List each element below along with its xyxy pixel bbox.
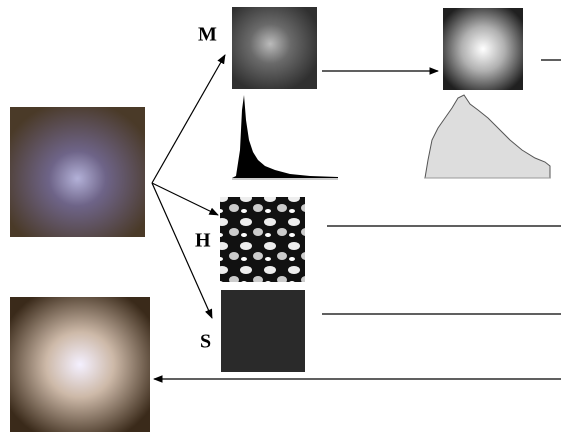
histogram-before bbox=[232, 95, 338, 180]
connectors bbox=[151, 54, 561, 383]
s-label: S bbox=[200, 331, 211, 353]
histogram-after bbox=[424, 94, 551, 179]
m-image bbox=[232, 7, 317, 89]
enhanced-image bbox=[10, 297, 150, 432]
original-image bbox=[10, 107, 145, 237]
h-label: H bbox=[195, 230, 211, 252]
m-label: M bbox=[198, 24, 217, 46]
s-image bbox=[221, 290, 305, 372]
h-image bbox=[220, 197, 305, 282]
m-enhanced-image bbox=[443, 8, 523, 90]
